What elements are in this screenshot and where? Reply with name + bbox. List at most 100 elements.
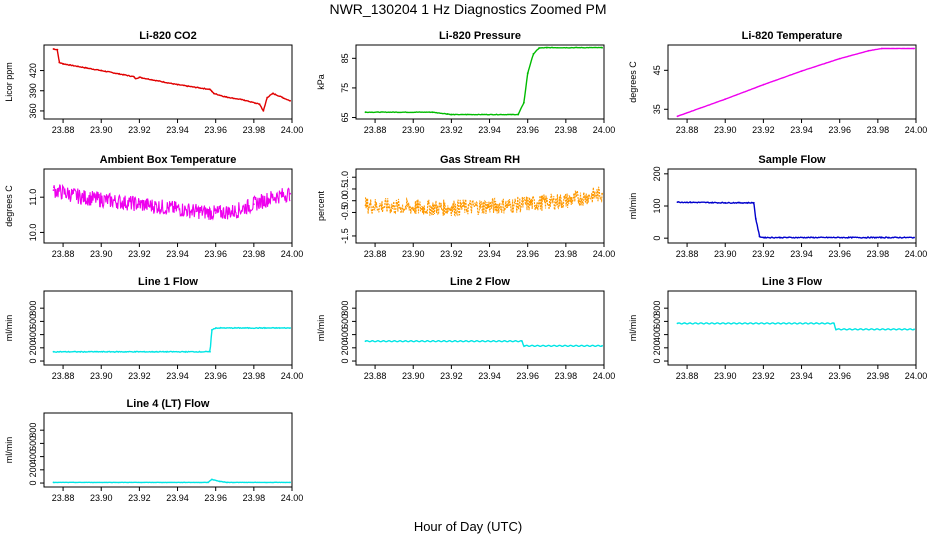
data-point-co2 <box>281 96 284 99</box>
y-tick-label-rh: -0.5 <box>340 205 350 221</box>
data-point-temperature <box>867 49 870 52</box>
x-tick-label-sample: 23.92 <box>752 249 775 259</box>
y-axis-label-rh: percent <box>316 190 326 221</box>
data-point-co2 <box>266 96 269 99</box>
panel-title-rh: Gas Stream RH <box>440 154 520 166</box>
x-tick-label-ambient: 24.00 <box>281 249 304 259</box>
data-point-ambient <box>52 189 55 192</box>
y-tick-label-pressure: 65 <box>340 113 350 123</box>
x-tick-label-co2: 23.96 <box>204 125 227 135</box>
x-tick-label-line4: 23.96 <box>204 493 227 503</box>
data-point-temperature <box>762 83 765 86</box>
y-tick-label-line3: 800 <box>652 301 662 316</box>
data-point-co2 <box>289 99 291 102</box>
data-point-rh <box>450 206 453 209</box>
y-tick-label-line4: 200 <box>28 462 38 477</box>
data-point-co2 <box>58 61 61 64</box>
x-tick-label-co2: 23.98 <box>243 125 266 135</box>
x-tick-label-temperature: 23.94 <box>790 125 813 135</box>
data-point-ambient <box>195 210 198 213</box>
x-tick-label-temperature: 23.92 <box>752 125 775 135</box>
data-point-co2 <box>176 83 179 86</box>
x-axis-label: Hour of Day (UTC) <box>414 519 522 534</box>
data-point-temperature <box>800 70 803 72</box>
data-point-sample <box>752 201 755 204</box>
y-tick-label-rh: 0.5 <box>340 183 350 196</box>
y-axis-label-co2: Licor ppm <box>4 62 14 102</box>
series-line-ambient <box>52 183 291 221</box>
y-tick-label-line2: 400 <box>340 327 350 342</box>
x-tick-label-co2: 23.88 <box>52 125 75 135</box>
data-point-line2 <box>521 340 523 343</box>
panel-line2: Line 2 Flow ml/min 23.88 23.90 23.92 23.94 23.… <box>316 276 615 381</box>
x-tick-label-ambient: 23.92 <box>128 249 151 259</box>
data-point-rh <box>536 202 539 205</box>
y-tick-label-pressure: 75 <box>340 83 350 93</box>
y-tick-label-line1: 200 <box>28 340 38 355</box>
data-point-line3 <box>833 322 835 325</box>
x-tick-label-rh: 23.90 <box>402 249 425 259</box>
plot-frame-pressure <box>355 44 605 120</box>
x-tick-label-rh: 23.88 <box>364 249 387 259</box>
x-tick-label-co2: 23.94 <box>166 125 189 135</box>
panel-line3: Line 3 Flow ml/min 23.88 23.90 23.92 23.94 23.… <box>628 276 927 381</box>
panel-title-line3: Line 3 Flow <box>762 276 822 288</box>
series-line-temperature <box>677 47 915 117</box>
y-tick-label-ambient: 11.0 <box>28 189 38 206</box>
y-tick-label-line3: 400 <box>652 327 662 342</box>
panel-title-sample: Sample Flow <box>758 154 826 166</box>
y-tick-label-line4: 400 <box>28 449 38 464</box>
x-tick-label-rh: 23.94 <box>478 249 501 259</box>
y-tick-label-line1: 0 <box>28 359 38 364</box>
data-point-ambient <box>233 210 236 213</box>
data-point-rh <box>479 205 481 208</box>
plot-frame-rh <box>355 168 605 244</box>
y-axis-label-pressure: kPa <box>316 74 326 90</box>
data-point-ambient <box>272 196 274 199</box>
plot-frame-co2 <box>43 44 293 120</box>
panel-title-pressure: Li-820 Pressure <box>439 30 521 42</box>
x-tick-label-temperature: 23.96 <box>828 125 851 135</box>
plot-frame-line2 <box>355 290 605 366</box>
x-tick-label-line2: 23.90 <box>402 371 425 381</box>
panel-rh: Gas Stream RH percent 23.88 23.90 23.92 23.94… <box>316 154 615 259</box>
data-point-line4 <box>207 481 210 484</box>
y-tick-label-line4: 800 <box>28 423 38 438</box>
data-point-temperature <box>724 98 727 100</box>
data-point-co2 <box>138 76 141 79</box>
y-tick-label-temperature: 45 <box>652 65 662 75</box>
x-tick-label-line4: 23.92 <box>128 493 151 503</box>
y-tick-label-line4: 0 <box>28 481 38 486</box>
data-point-ambient <box>167 206 169 209</box>
data-point-co2 <box>52 48 55 50</box>
data-point-line2 <box>364 340 367 343</box>
series-line-pressure <box>365 46 603 116</box>
x-tick-label-pressure: 23.92 <box>440 125 463 135</box>
data-point-temperature <box>913 47 915 50</box>
x-tick-label-line2: 23.94 <box>478 371 501 381</box>
y-tick-label-temperature: 35 <box>652 104 662 114</box>
plot-frame-sample <box>667 168 917 244</box>
series-line-co2 <box>53 48 291 112</box>
data-point-rh <box>364 204 367 207</box>
data-point-co2 <box>56 48 59 51</box>
x-tick-label-line1: 23.98 <box>243 371 266 381</box>
data-point-line4 <box>211 478 213 481</box>
x-tick-label-line1: 23.88 <box>52 371 75 381</box>
data-point-line1 <box>289 327 291 329</box>
x-tick-label-line2: 23.98 <box>555 371 578 381</box>
x-tick-label-pressure: 24.00 <box>593 125 616 135</box>
data-point-line1 <box>209 350 211 353</box>
data-point-ambient <box>289 192 291 195</box>
y-tick-label-line2: 0 <box>340 359 350 364</box>
panel-pressure: Li-820 Pressure kPa 23.88 23.90 23.92 23.94 23… <box>316 30 615 135</box>
data-point-co2 <box>209 88 211 91</box>
x-tick-label-line4: 24.00 <box>281 493 304 503</box>
x-tick-label-ambient: 23.90 <box>90 249 113 259</box>
x-tick-label-line4: 23.98 <box>243 493 266 503</box>
data-point-line3 <box>913 328 915 331</box>
y-axis-label-line3: ml/min <box>628 315 638 342</box>
data-point-sample <box>724 201 727 204</box>
x-tick-label-line1: 23.96 <box>204 371 227 381</box>
chart-panels: Li-820 CO2 Licor ppm 23.88 23.90 23.92 23.94 2… <box>4 30 927 503</box>
